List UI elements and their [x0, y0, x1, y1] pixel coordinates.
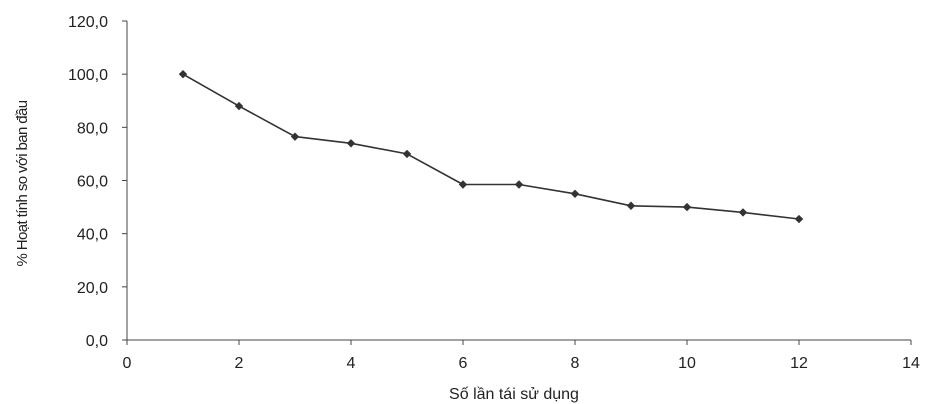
data-point — [403, 150, 411, 158]
y-tick-label: 120,0 — [68, 14, 108, 31]
x-tick-label: 0 — [123, 355, 132, 372]
data-point — [459, 180, 467, 188]
data-point — [627, 202, 635, 210]
data-point — [347, 139, 355, 147]
data-point — [179, 70, 187, 78]
y-tick-label: 80,0 — [77, 120, 108, 137]
data-point — [739, 208, 747, 216]
series-line — [183, 74, 799, 219]
data-point — [291, 132, 299, 140]
data-point — [515, 180, 523, 188]
y-tick-label: 60,0 — [77, 174, 108, 191]
data-point — [795, 215, 803, 223]
x-tick-label: 14 — [902, 355, 920, 372]
data-points — [179, 70, 803, 223]
x-ticks: 0 2 4 6 8 10 12 14 — [123, 340, 920, 372]
x-axis-title: Số lần tái sử dụng — [449, 386, 579, 403]
y-tick-label: 0,0 — [86, 333, 108, 350]
data-point — [571, 190, 579, 198]
x-tick-label: 12 — [790, 355, 808, 372]
y-tick-label: 100,0 — [68, 67, 108, 84]
data-point — [683, 203, 691, 211]
y-tick-label: 20,0 — [77, 280, 108, 297]
x-tick-label: 6 — [459, 355, 468, 372]
y-tick-label: 40,0 — [77, 227, 108, 244]
x-tick-label: 8 — [571, 355, 580, 372]
data-point — [235, 102, 243, 110]
y-axis-title: % Hoạt tính so với ban đầu — [14, 100, 31, 266]
x-tick-label: 4 — [347, 355, 356, 372]
x-tick-label: 2 — [235, 355, 244, 372]
x-tick-label: 10 — [678, 355, 696, 372]
y-ticks: 0,0 20,0 40,0 60,0 80,0 100,0 120,0 — [68, 14, 127, 350]
